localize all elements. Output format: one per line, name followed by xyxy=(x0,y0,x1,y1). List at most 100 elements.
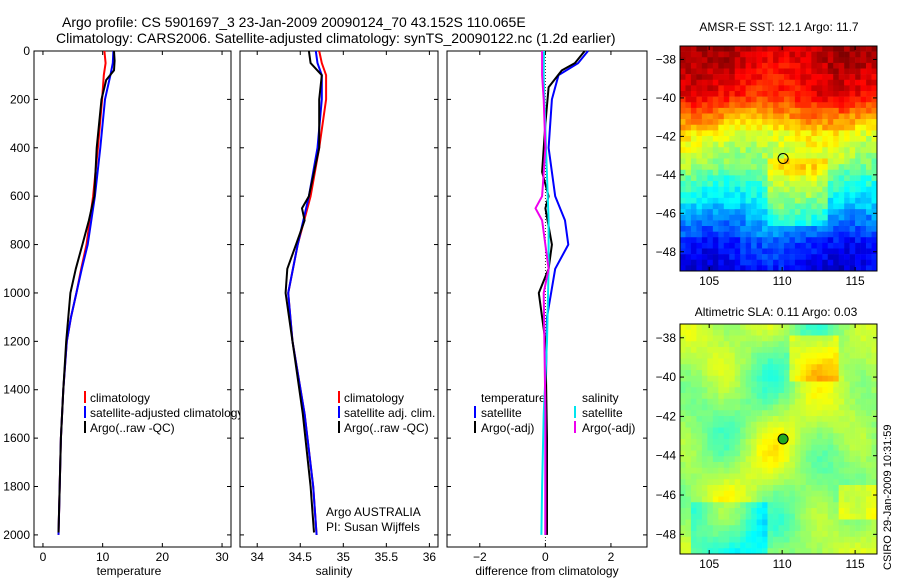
heatmap-cell xyxy=(685,335,692,342)
heatmap-cell xyxy=(783,226,790,232)
heatmap-cell xyxy=(822,387,829,394)
heatmap-cell xyxy=(696,502,703,509)
heatmap-cell xyxy=(696,242,703,249)
heatmap-cell xyxy=(789,324,796,331)
heatmap-cell xyxy=(844,393,850,400)
heatmap-cell xyxy=(734,416,741,423)
heatmap-cell xyxy=(685,96,692,103)
heatmap-cell xyxy=(866,393,872,400)
heatmap-cell xyxy=(723,496,730,503)
heatmap-cell xyxy=(816,164,823,171)
heatmap-cell xyxy=(723,347,730,354)
heatmap-cell xyxy=(712,352,719,359)
heatmap-cell xyxy=(696,450,703,457)
heatmap-cell xyxy=(751,329,757,336)
heatmap-cell xyxy=(696,197,703,204)
heatmap-cell xyxy=(740,91,746,97)
heatmap-cell xyxy=(805,525,812,532)
heatmap-cell xyxy=(855,404,861,411)
heatmap-cell xyxy=(712,387,719,394)
heatmap-cell xyxy=(789,508,796,515)
heatmap-cell xyxy=(685,329,692,336)
heatmap-cell xyxy=(855,479,861,486)
heatmap-cell xyxy=(816,57,823,64)
heatmap-cell xyxy=(680,226,686,232)
heatmap-cell xyxy=(773,450,779,457)
heatmap-cell xyxy=(816,79,823,86)
heatmap-cell xyxy=(773,214,779,221)
heatmap-cell xyxy=(701,450,708,457)
heatmap-cell xyxy=(756,209,763,216)
heatmap-cell xyxy=(822,548,829,555)
heatmap-cell xyxy=(745,158,752,165)
heatmap-cell xyxy=(685,531,692,538)
heatmap-cell xyxy=(794,508,801,515)
heatmap-cell xyxy=(751,410,757,417)
heatmap-cell xyxy=(822,439,829,446)
heatmap-cell xyxy=(762,502,768,509)
heatmap-cell xyxy=(866,152,872,159)
heatmap-cell xyxy=(756,387,763,394)
heatmap-cell xyxy=(707,124,714,131)
heatmap-cell xyxy=(849,254,856,261)
heatmap-cell xyxy=(833,416,839,423)
heatmap-cell xyxy=(723,502,730,509)
heatmap-cell xyxy=(734,209,741,216)
heatmap-cell xyxy=(767,427,774,434)
heatmap-cell xyxy=(805,68,812,75)
heatmap-cell xyxy=(822,370,829,377)
heatmap-cell xyxy=(718,214,725,221)
heatmap-cell xyxy=(805,152,812,159)
heatmap-cell xyxy=(778,427,785,434)
heatmap-cell xyxy=(680,410,686,417)
heatmap-cell xyxy=(778,410,785,417)
heatmap-cell xyxy=(855,242,861,249)
heatmap-cell xyxy=(871,265,878,272)
heatmap-cell xyxy=(827,102,834,109)
heatmap-cell xyxy=(849,96,856,103)
heatmap-cell xyxy=(740,164,746,171)
heatmap-cell xyxy=(718,124,725,131)
heatmap-cell xyxy=(767,370,774,377)
heatmap-cell xyxy=(789,231,796,238)
heatmap-cell xyxy=(855,513,861,520)
heatmap-cell xyxy=(822,410,829,417)
legend-header-temperature: temperature xyxy=(481,391,546,405)
heatmap-cell xyxy=(685,364,692,371)
heatmap-cell xyxy=(712,450,719,457)
heatmap-cell xyxy=(707,68,714,75)
heatmap-cell xyxy=(805,237,812,244)
heatmap-cell xyxy=(778,113,785,120)
heatmap-cell xyxy=(822,259,829,266)
heatmap-cell xyxy=(844,124,850,131)
heatmap-cell xyxy=(838,192,845,199)
heatmap-cell xyxy=(718,231,725,238)
heatmap-cell xyxy=(680,265,686,272)
heatmap-cell xyxy=(696,130,703,137)
heatmap-cell xyxy=(811,427,818,434)
heatmap-cell xyxy=(690,186,697,193)
heatmap-cell xyxy=(712,214,719,221)
heatmap-cell xyxy=(822,473,829,480)
heatmap-cell xyxy=(794,79,801,86)
heatmap-cell xyxy=(756,192,763,199)
heatmap-cell xyxy=(789,265,796,272)
heatmap-cell xyxy=(860,57,867,64)
heatmap-cell xyxy=(833,525,839,532)
legend-swatch-climatology xyxy=(338,391,340,403)
heatmap-cell xyxy=(729,324,736,331)
heatmap-cell xyxy=(860,370,867,377)
heatmap-cell xyxy=(773,490,779,497)
heatmap-cell xyxy=(729,220,736,227)
heatmap-cell xyxy=(844,329,850,336)
heatmap-cell xyxy=(690,74,697,81)
heatmap-cell xyxy=(800,57,807,64)
heatmap-cell xyxy=(680,324,686,331)
heatmap-cell xyxy=(701,186,708,193)
heatmap-cell xyxy=(783,519,790,526)
heatmap-cell xyxy=(827,175,834,182)
heatmap-cell xyxy=(827,525,834,532)
heatmap-cell xyxy=(729,508,736,515)
heatmap-cell xyxy=(767,473,774,480)
heatmap-cell xyxy=(767,102,774,109)
